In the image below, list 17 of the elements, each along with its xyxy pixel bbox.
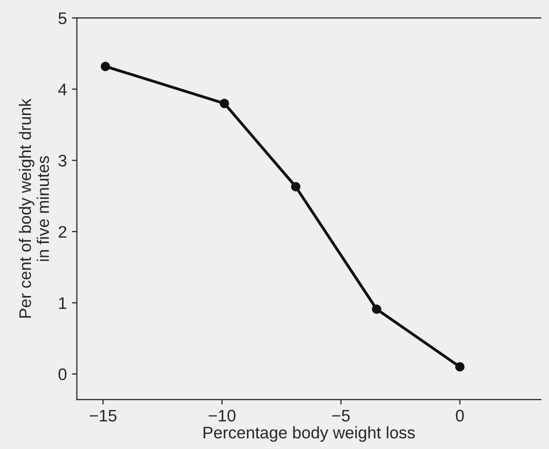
point — [220, 98, 230, 108]
y-tick-label: 0 — [58, 368, 66, 380]
y-tick-label: 2 — [58, 226, 66, 238]
y-axis-title: Per cent of body weight drunk in five minutes — [18, 98, 50, 318]
point — [291, 182, 300, 192]
x-tick-label: −5 — [332, 410, 350, 422]
x-tick-label: 0 — [456, 410, 464, 422]
x-tick-label: −10 — [208, 410, 236, 422]
point — [372, 304, 382, 314]
x-axis-title: Percentage body weight loss — [204, 426, 415, 442]
y-tick-label: 5 — [58, 12, 66, 24]
y-tick-label: 1 — [59, 297, 66, 309]
x-tick-label: −15 — [90, 410, 116, 422]
point — [455, 362, 465, 372]
y-tick-label: 3 — [58, 154, 66, 167]
y-tick-label: 4 — [58, 84, 67, 96]
point — [100, 62, 110, 72]
